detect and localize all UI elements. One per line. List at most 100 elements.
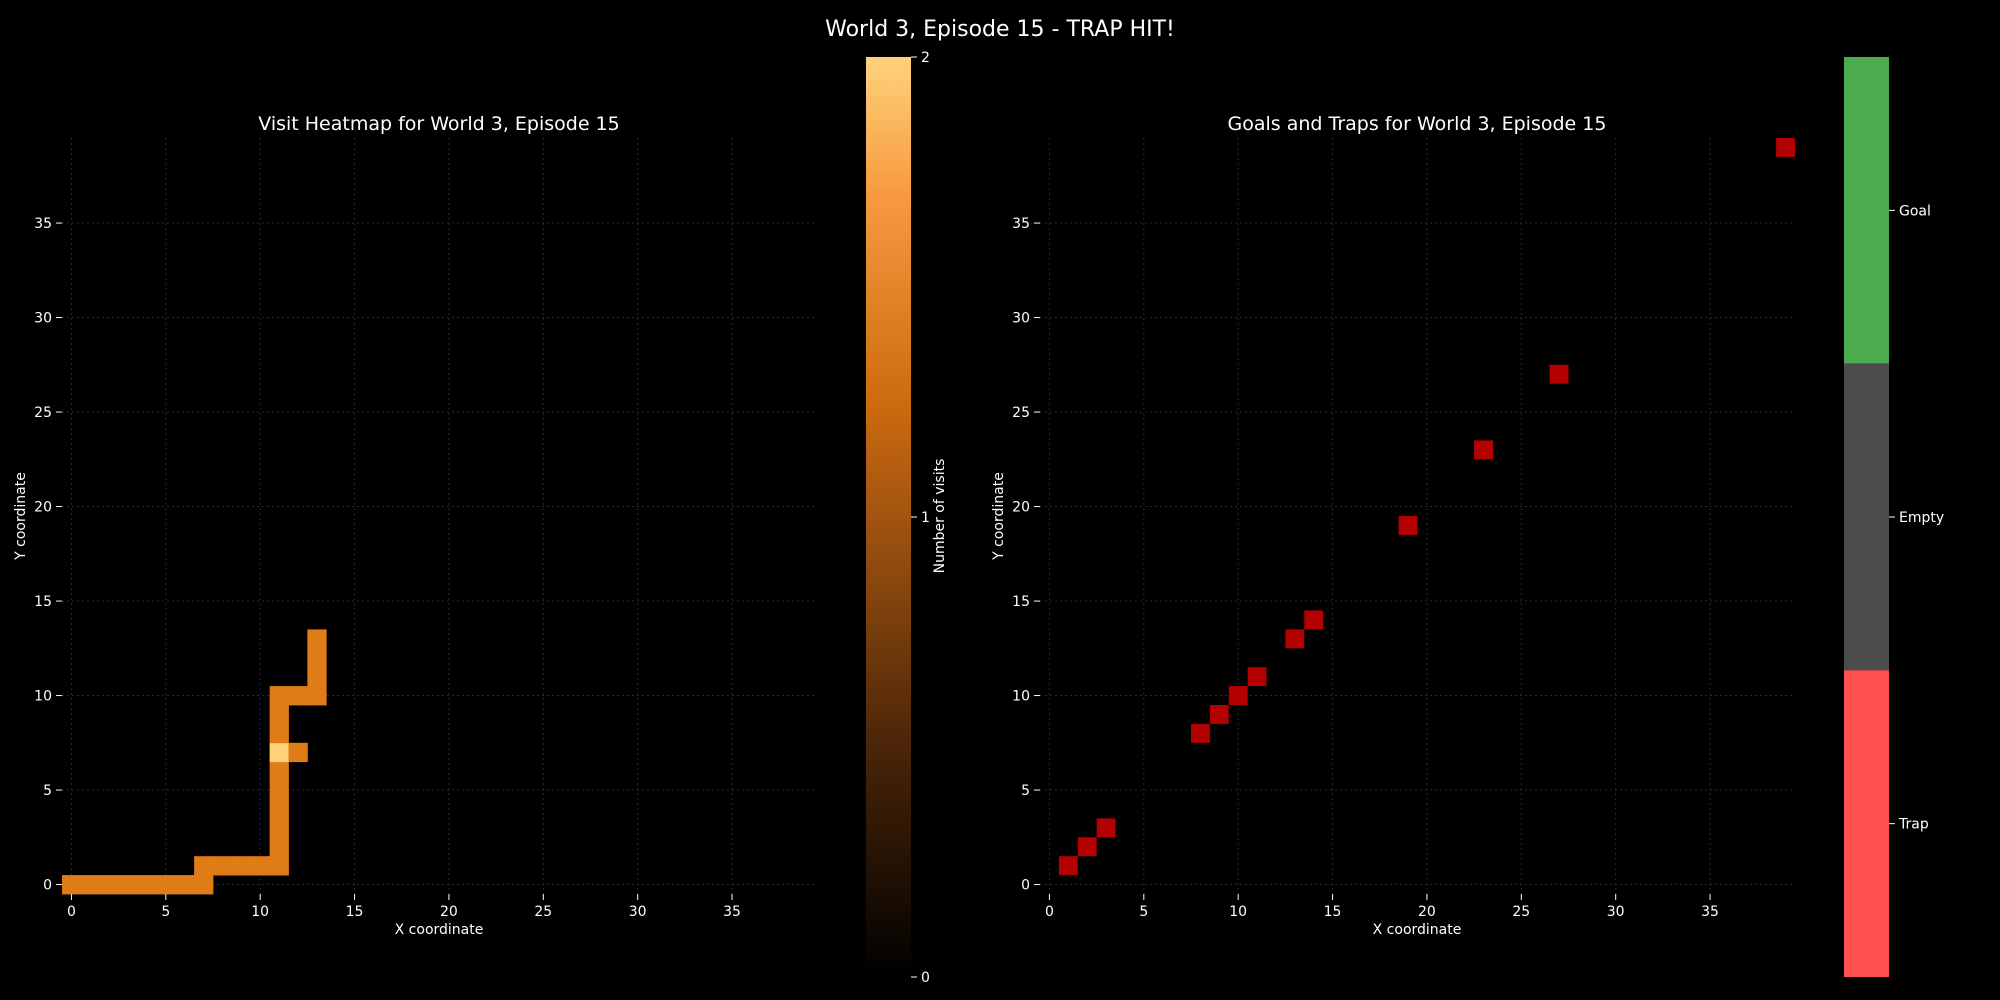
colorbar-tick-label: 1 <box>921 510 930 526</box>
visit-cell <box>269 705 289 725</box>
visit-cell <box>269 780 289 800</box>
visit-cell <box>250 856 271 876</box>
x-tick-label: 5 <box>1139 904 1148 920</box>
visit-cell <box>307 629 327 649</box>
visit-cell <box>269 742 289 763</box>
x-tick-label: 30 <box>629 904 647 920</box>
y-tick-label: 30 <box>1012 311 1030 327</box>
trap-cell <box>1077 837 1097 857</box>
visit-cell <box>269 723 289 744</box>
y-tick-label: 10 <box>1012 689 1030 705</box>
visit-cell <box>269 837 289 857</box>
x-tick-label: 5 <box>161 904 170 920</box>
visit-cell <box>156 875 176 895</box>
visit-heatmap-cells <box>62 629 327 895</box>
trap-cell <box>1228 686 1248 705</box>
visit-cell <box>288 742 308 763</box>
y-tick-label: 35 <box>1012 216 1030 232</box>
trap-cell <box>1285 629 1305 649</box>
trap-cell <box>1247 667 1267 687</box>
figure-suptitle: World 3, Episode 15 - TRAP HIT! <box>825 17 1175 42</box>
visit-cell <box>231 856 252 876</box>
visit-cell <box>62 875 82 895</box>
visits-colorbar-ticks: 0 1 2 <box>911 50 930 986</box>
goals-traps-xlabel: X coordinate <box>1373 922 1462 938</box>
y-tick-label: 15 <box>1012 594 1030 610</box>
y-tick-label: 25 <box>1012 405 1030 421</box>
visit-cell <box>137 875 157 895</box>
visit-cell <box>288 686 308 706</box>
x-tick-label: 35 <box>723 904 741 920</box>
category-tick-label-empty: Empty <box>1899 510 1944 526</box>
visit-cell <box>269 818 289 838</box>
visit-cell <box>269 686 289 706</box>
y-tick-label: 5 <box>1021 783 1030 799</box>
goals-traps-x-ticks: 0 5 10 15 20 25 30 35 <box>1045 894 1719 920</box>
y-tick-label: 10 <box>34 689 52 705</box>
cell-type-colorbar: Trap Empty Goal <box>1844 57 1944 977</box>
x-tick-label: 10 <box>251 904 269 920</box>
visit-heatmap-x-ticks: 0 5 10 15 20 25 30 35 <box>67 894 741 920</box>
goals-traps-panel: Goals and Traps for World 3, Episode 15 … <box>991 113 1795 938</box>
visit-heatmap-y-ticks: 0 5 10 15 20 25 30 35 <box>34 216 62 894</box>
visit-cell <box>269 761 289 781</box>
trap-cell <box>1398 516 1418 535</box>
category-tick-label-goal: Goal <box>1899 203 1931 219</box>
y-tick-label: 5 <box>43 783 52 799</box>
visit-cell <box>307 686 327 706</box>
visits-colorbar-gradient <box>866 57 911 977</box>
visits-colorbar-label: Number of visits <box>932 459 948 574</box>
x-tick-label: 0 <box>1045 904 1054 920</box>
visit-heatmap-title: Visit Heatmap for World 3, Episode 15 <box>258 113 620 135</box>
visit-heatmap-xlabel: X coordinate <box>395 922 484 938</box>
x-tick-label: 35 <box>1701 904 1719 920</box>
category-tick-label-trap: Trap <box>1898 817 1929 833</box>
colorbar-tick-label: 2 <box>921 50 930 66</box>
trap-cell <box>1096 818 1116 838</box>
y-tick-label: 0 <box>43 878 52 894</box>
y-tick-label: 20 <box>1012 500 1030 516</box>
trap-cell <box>1549 364 1569 384</box>
trap-cell <box>1209 705 1229 724</box>
trap-cell <box>1474 440 1493 460</box>
colorbar-tick-label: 0 <box>921 970 930 986</box>
y-tick-label: 0 <box>1021 878 1030 894</box>
y-tick-label: 35 <box>34 216 52 232</box>
x-tick-label: 15 <box>1324 904 1342 920</box>
y-tick-label: 25 <box>34 405 52 421</box>
y-tick-label: 15 <box>34 594 52 610</box>
x-tick-label: 15 <box>346 904 364 920</box>
colorbar-empty-segment <box>1844 363 1889 671</box>
colorbar-goal-segment <box>1844 57 1889 364</box>
x-tick-label: 0 <box>67 904 76 920</box>
x-tick-label: 20 <box>1418 904 1436 920</box>
visit-heatmap-grid <box>62 138 817 894</box>
visit-cell <box>307 667 327 687</box>
visit-cell <box>213 856 233 876</box>
y-tick-label: 20 <box>34 500 52 516</box>
visit-cell <box>194 875 214 895</box>
x-tick-label: 20 <box>440 904 458 920</box>
visit-cell <box>269 856 289 876</box>
goals-traps-grid <box>1040 138 1795 894</box>
goals-traps-ylabel: Y coordinate <box>991 472 1007 561</box>
visit-cell <box>175 875 195 895</box>
y-tick-label: 30 <box>34 311 52 327</box>
visit-cell <box>99 875 120 895</box>
visit-cell <box>307 648 327 668</box>
trap-cell <box>1304 610 1324 630</box>
x-tick-label: 30 <box>1607 904 1625 920</box>
visit-cell <box>118 875 138 895</box>
visit-heatmap-ylabel: Y coordinate <box>13 472 29 561</box>
colorbar-trap-segment <box>1844 670 1889 977</box>
x-tick-label: 25 <box>534 904 552 920</box>
cell-type-colorbar-ticks: Trap Empty Goal <box>1889 203 1944 833</box>
visit-heatmap-panel: Visit Heatmap for World 3, Episode 15 0 5… <box>13 113 817 938</box>
visit-cell <box>194 856 214 876</box>
visit-cell <box>269 799 289 819</box>
goals-traps-y-ticks: 0 5 10 15 20 25 30 35 <box>1012 216 1040 894</box>
visit-cell <box>80 875 101 895</box>
visits-colorbar: 0 1 2 Number of visits <box>866 50 948 986</box>
trap-cell <box>1058 856 1078 876</box>
